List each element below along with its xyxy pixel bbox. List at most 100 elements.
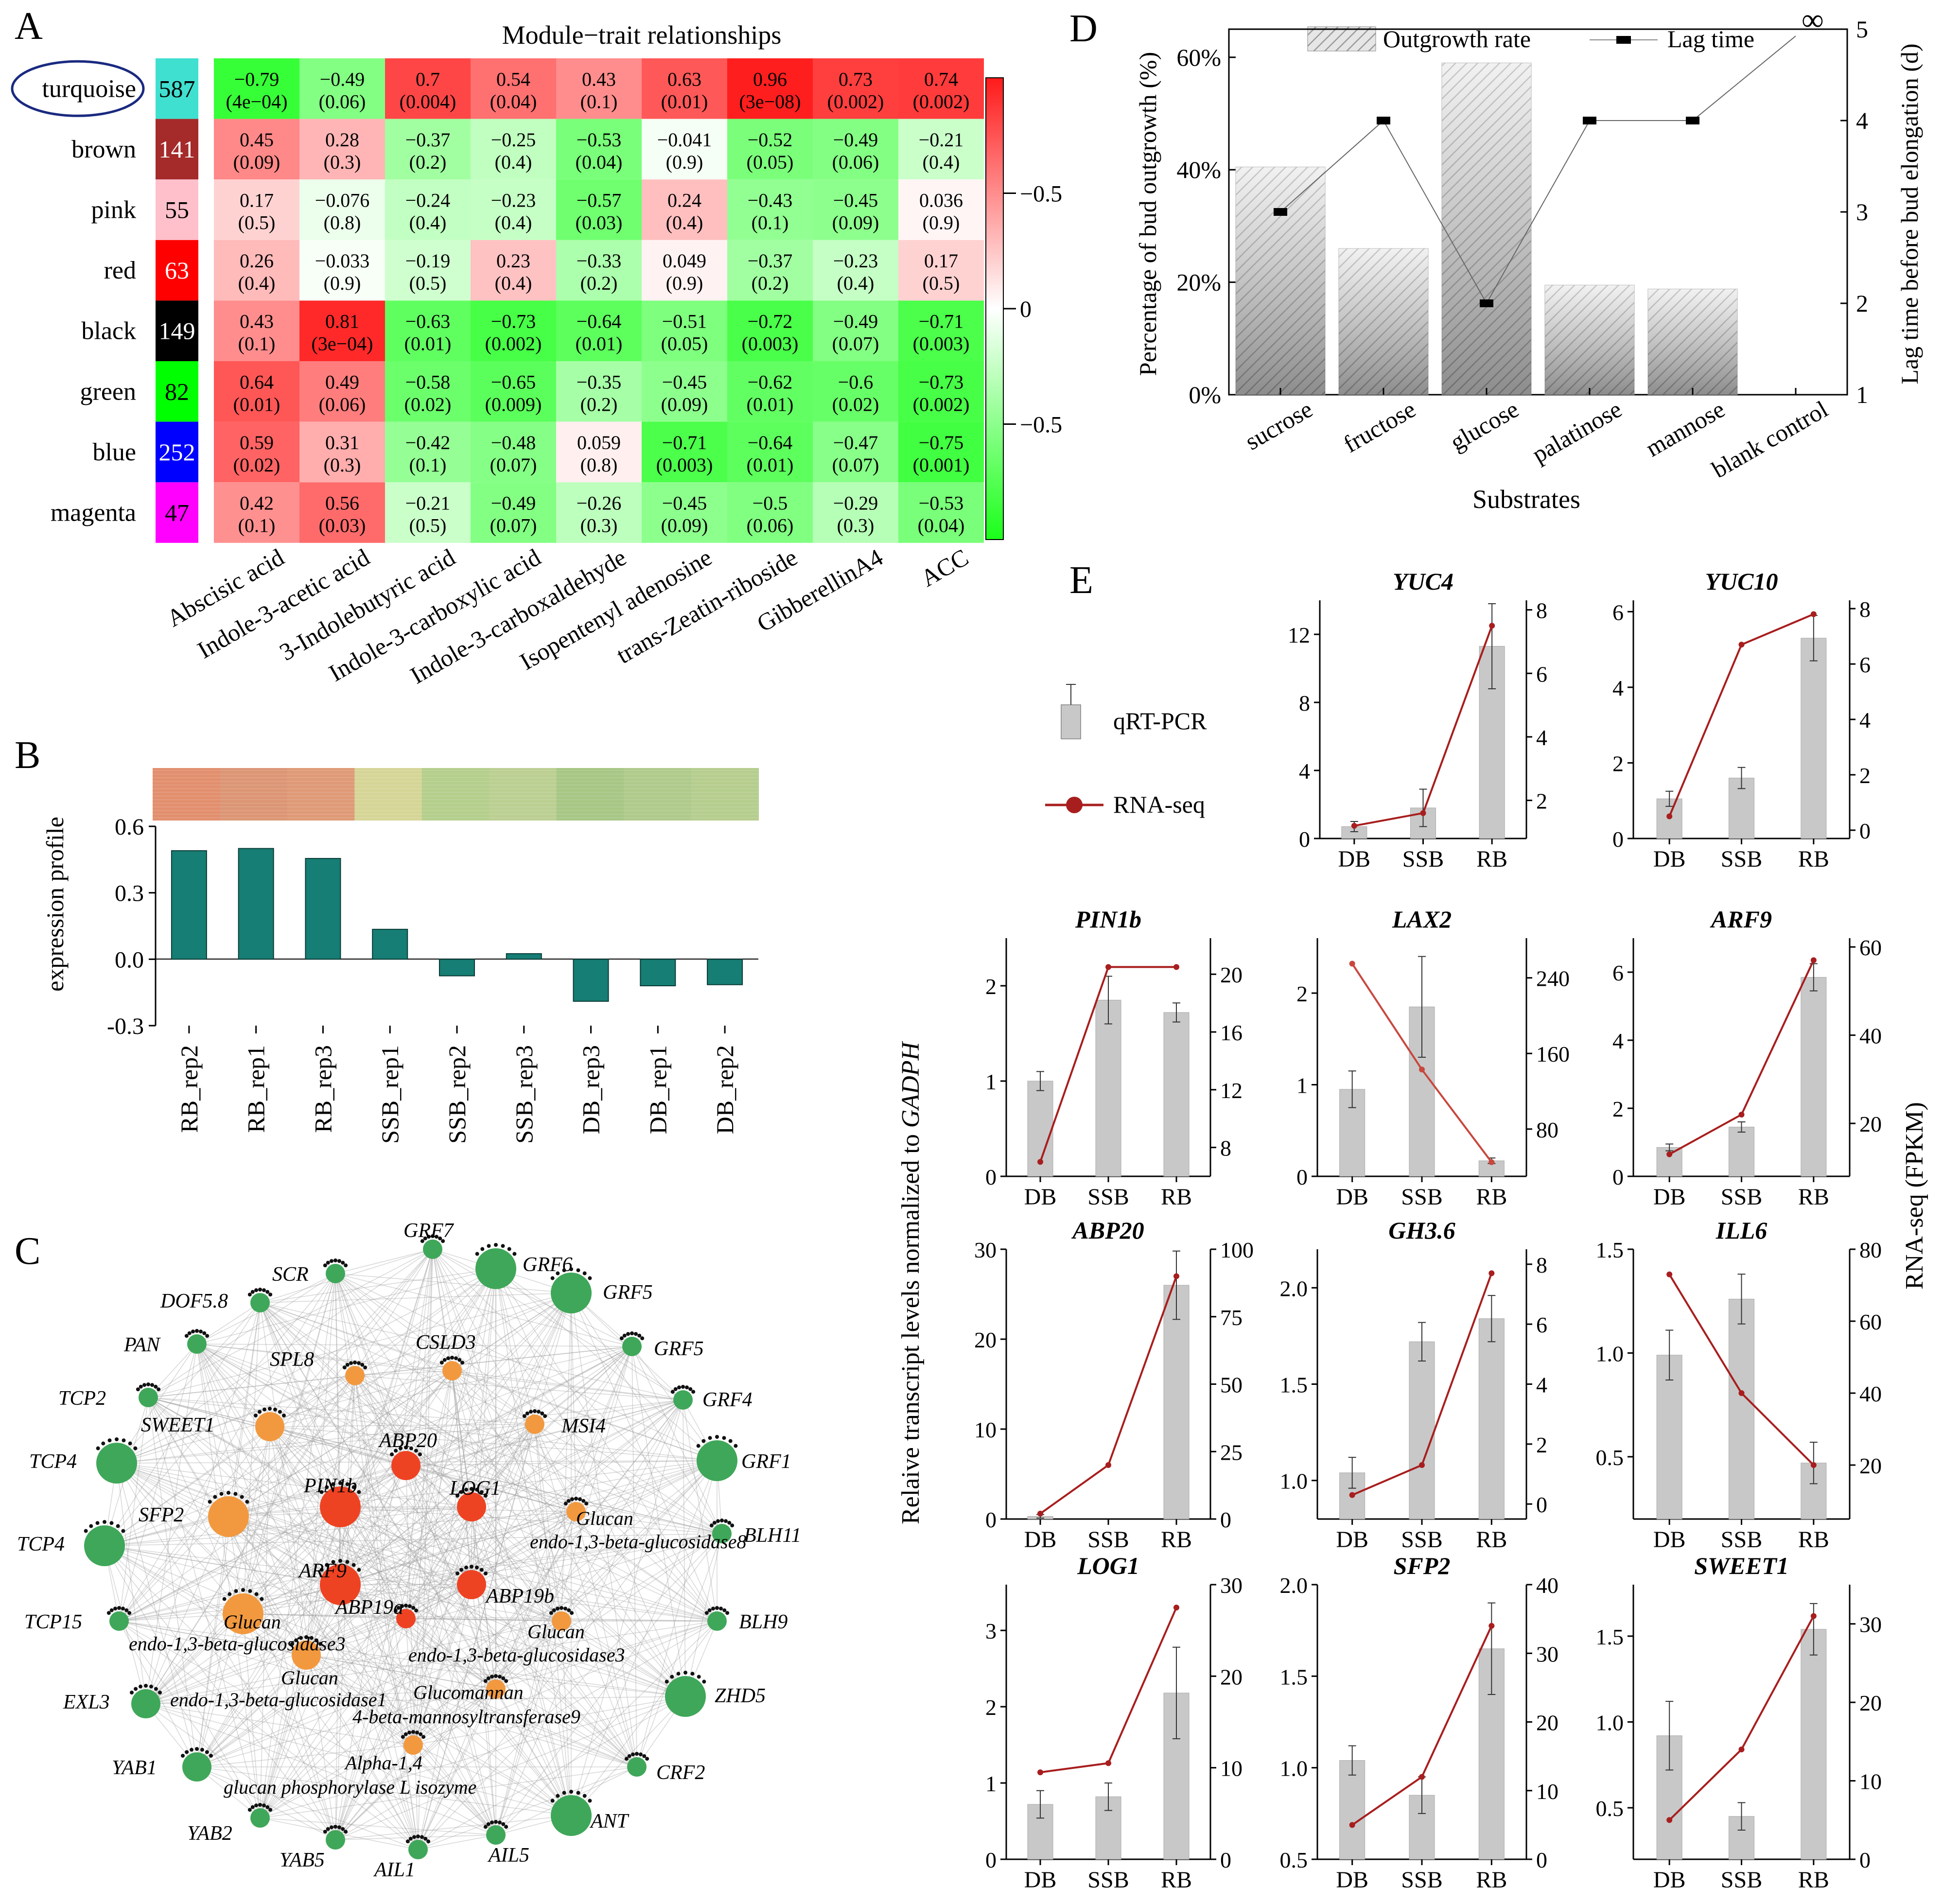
e-ytick-label: 2.0 <box>1280 1573 1308 1598</box>
heatmap-cell-pvalue: (0.2) <box>580 272 618 294</box>
network-edge-arrowhead <box>638 1752 643 1757</box>
network-edge <box>495 1268 718 1461</box>
network-edge-arrowhead <box>549 1611 553 1615</box>
network-edge <box>571 1621 718 1816</box>
network-edge <box>405 1460 718 1466</box>
network-edge-arrowhead <box>130 1691 134 1695</box>
heatmap-cell-pvalue: (0.3) <box>324 151 361 173</box>
heatmap-cell-corr: −0.25 <box>491 129 536 151</box>
network-edge-arrowhead <box>562 1268 566 1273</box>
network-edge <box>405 1465 722 1534</box>
network-edge-arrowhead <box>330 1259 334 1263</box>
e-y2tick-label: 80 <box>1859 1238 1882 1262</box>
network-edge <box>145 1703 336 1840</box>
network-edge <box>119 1397 149 1622</box>
d-xtick-label: glucose <box>1445 395 1523 456</box>
network-edge <box>405 1465 637 1767</box>
network-edge-arrowhead <box>470 1565 473 1569</box>
heatmap-cell-corr: −0.49 <box>833 311 878 332</box>
d-xtick-label: blank control <box>1707 395 1833 483</box>
heatmap-cell-corr: −0.37 <box>405 129 451 151</box>
network-edge <box>269 1426 419 1850</box>
heatmap-colorbar: −0.5 0 −0.5 <box>985 77 1062 540</box>
network-edge-arrowhead <box>325 1485 329 1489</box>
network-edge <box>196 1584 341 1767</box>
network-edge <box>145 1696 686 1704</box>
e-ytick-label: 1.5 <box>1596 1238 1624 1262</box>
heatmap-cell <box>214 421 299 483</box>
heatmap-cell-pvalue: (0.06) <box>319 393 366 415</box>
network-edge-arrowhead <box>414 1608 419 1613</box>
e-xtick-label: RB <box>1798 1527 1829 1553</box>
network-edge-arrowhead <box>314 1638 318 1642</box>
network-edge <box>119 1621 686 1697</box>
e-gene-title: YUC4 <box>1393 568 1453 595</box>
b-bar <box>372 928 408 960</box>
network-edge <box>534 1399 683 1425</box>
network-edge-arrowhead <box>522 1414 526 1418</box>
network-edge-arrowhead <box>185 1750 189 1754</box>
e-rnaseq-point <box>1173 1273 1179 1279</box>
network-edge <box>228 1516 496 1835</box>
heatmap-cell-pvalue: (0.07) <box>490 515 537 537</box>
network-node <box>457 1570 486 1599</box>
network-edge <box>452 1293 572 1371</box>
network-edge <box>413 1460 718 1746</box>
network-edge <box>452 1370 472 1585</box>
e-y2tick-label: 30 <box>1220 1573 1243 1598</box>
network-edge <box>119 1533 722 1622</box>
network-edge <box>432 1249 637 1767</box>
network-node <box>96 1443 137 1484</box>
e-xtick-label: DB <box>1336 1527 1368 1553</box>
network-edge-arrowhead <box>560 1606 563 1610</box>
network-edge-arrowhead <box>415 1730 419 1735</box>
heatmap-cell-pvalue: (0.003) <box>913 333 970 355</box>
network-edge-arrowhead <box>670 1675 674 1679</box>
heatmap-cell-corr: 0.24 <box>667 190 701 211</box>
network-edge <box>471 1506 686 1697</box>
network-edge-arrowhead <box>501 1822 506 1826</box>
network-edge-arrowhead <box>630 1331 634 1335</box>
network-edge <box>260 1655 307 1818</box>
network-edge-arrowhead <box>676 1672 681 1676</box>
network-edge <box>340 1584 496 1690</box>
network-edge <box>495 1621 718 1835</box>
e-y2tick-label: 240 <box>1536 966 1570 991</box>
network-edge <box>306 1424 535 1656</box>
network-edge <box>335 1273 472 1585</box>
network-edge <box>405 1346 632 1466</box>
network-edge <box>104 1465 406 1546</box>
heatmap-cell-pvalue: (0.002) <box>913 90 970 112</box>
heatmap-cell-corr: 0.059 <box>577 432 621 454</box>
network-edge-arrowhead <box>154 1384 158 1389</box>
heatmap-cell-corr: −0.58 <box>405 371 451 393</box>
network-edge-arrowhead <box>708 1436 712 1440</box>
network-edge-arrowhead <box>116 1524 120 1528</box>
network-edge-arrowhead <box>345 1560 350 1564</box>
network-edge-arrowhead <box>113 1607 118 1611</box>
network-edge <box>335 1273 637 1767</box>
network-edge <box>471 1399 683 1507</box>
network-edge-arrowhead <box>213 1495 217 1499</box>
heat-strip-cell <box>556 768 625 821</box>
network-edge-arrowhead <box>122 1438 126 1443</box>
e-rnaseq-point <box>1666 1271 1673 1277</box>
e-gene-title: ILL6 <box>1715 1217 1768 1244</box>
network-edge <box>104 1545 336 1840</box>
heatmap-cell <box>813 421 898 483</box>
network-edge <box>471 1293 572 1507</box>
b-xtick-label: RB_rep1 <box>243 1045 270 1133</box>
e-ytick-label: 12 <box>1288 623 1310 647</box>
network-edge <box>335 1621 562 1840</box>
network-edge-arrowhead <box>268 1407 272 1411</box>
network-edge <box>269 1273 336 1427</box>
network-edge <box>104 1545 261 1818</box>
network-node-label: ZHD5 <box>715 1685 766 1707</box>
heatmap-cell-corr: −0.79 <box>234 68 280 90</box>
network-edge <box>148 1397 718 1461</box>
e-xtick-label: RB <box>1476 846 1507 872</box>
network-edge-arrowhead <box>576 1268 580 1273</box>
network-edge-arrowhead <box>142 1383 147 1387</box>
e-gene-title: SFP2 <box>1394 1552 1451 1579</box>
network-edge-arrowhead <box>341 1260 345 1265</box>
